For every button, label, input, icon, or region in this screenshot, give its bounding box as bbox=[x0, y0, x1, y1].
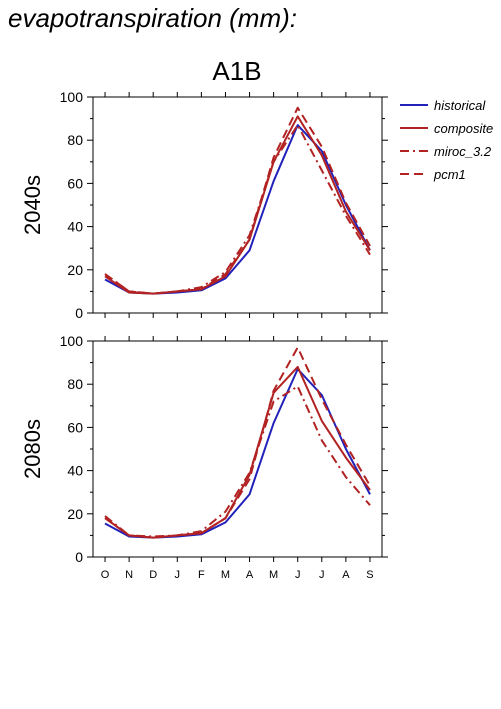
y-tick-label: 20 bbox=[67, 506, 83, 522]
series-line-composite bbox=[104, 115, 371, 295]
legend-entry: composite bbox=[400, 121, 493, 136]
y-tick-label: 60 bbox=[67, 419, 83, 435]
legend-label: historical bbox=[434, 98, 486, 113]
scenario-title: A1B bbox=[212, 56, 261, 86]
x-tick-label: S bbox=[366, 569, 373, 581]
legend-label: composite bbox=[434, 121, 493, 136]
series-line-miroc-3-2 bbox=[104, 385, 371, 538]
y-tick-label: 80 bbox=[67, 376, 83, 392]
y-tick-label: 0 bbox=[75, 305, 83, 321]
x-tick-label: J bbox=[295, 569, 301, 581]
plot-frame bbox=[92, 340, 383, 558]
legend: historical composite miroc_3.2 pcm1 bbox=[400, 98, 493, 182]
y-tick-label: 80 bbox=[67, 132, 83, 148]
y-tick-label: 100 bbox=[60, 89, 84, 105]
series-line-historical bbox=[104, 124, 371, 295]
y-tick-label: 0 bbox=[75, 549, 83, 565]
y-tick-label: 20 bbox=[67, 262, 83, 278]
x-tick-label: M bbox=[269, 569, 278, 581]
x-tick-label: J bbox=[175, 569, 181, 581]
x-tick-label: N bbox=[125, 569, 133, 581]
series-line-composite bbox=[104, 365, 371, 539]
x-tick-label: M bbox=[221, 569, 230, 581]
x-tick-label: F bbox=[198, 569, 205, 581]
panel-2040s: 0 20 40 60 80 100 2040s bbox=[20, 89, 388, 321]
series-line-historical bbox=[104, 368, 371, 539]
y-tick-label: 60 bbox=[67, 175, 83, 191]
y-tick-label: 100 bbox=[60, 333, 84, 349]
x-tick-label: O bbox=[101, 569, 110, 581]
series-line-miroc-3-2 bbox=[104, 124, 371, 295]
panel-2080s: 0 20 40 60 80 100 O N D J F M A M J J A S 2080s bbox=[20, 333, 388, 581]
panel-label: 2040s bbox=[20, 175, 45, 235]
legend-label: miroc_3.2 bbox=[434, 144, 492, 159]
legend-entry: pcm1 bbox=[400, 167, 466, 182]
legend-label: pcm1 bbox=[433, 167, 466, 182]
x-tick-label: J bbox=[319, 569, 325, 581]
x-tick-label: A bbox=[246, 569, 254, 581]
legend-entry: miroc_3.2 bbox=[400, 144, 492, 159]
y-tick-label: 40 bbox=[67, 219, 83, 235]
chart-heading: evapotranspiration (mm): bbox=[8, 3, 297, 33]
x-tick-label: D bbox=[149, 569, 157, 581]
plot-frame bbox=[92, 96, 383, 314]
y-tick-label: 40 bbox=[67, 463, 83, 479]
panel-label: 2080s bbox=[20, 419, 45, 479]
legend-entry: historical bbox=[400, 98, 486, 113]
x-tick-label: A bbox=[342, 569, 350, 581]
panels: 0 20 40 60 80 100 2040s 0 20 40 60 80 100 O N D J F M A M J J A… bbox=[20, 89, 388, 581]
